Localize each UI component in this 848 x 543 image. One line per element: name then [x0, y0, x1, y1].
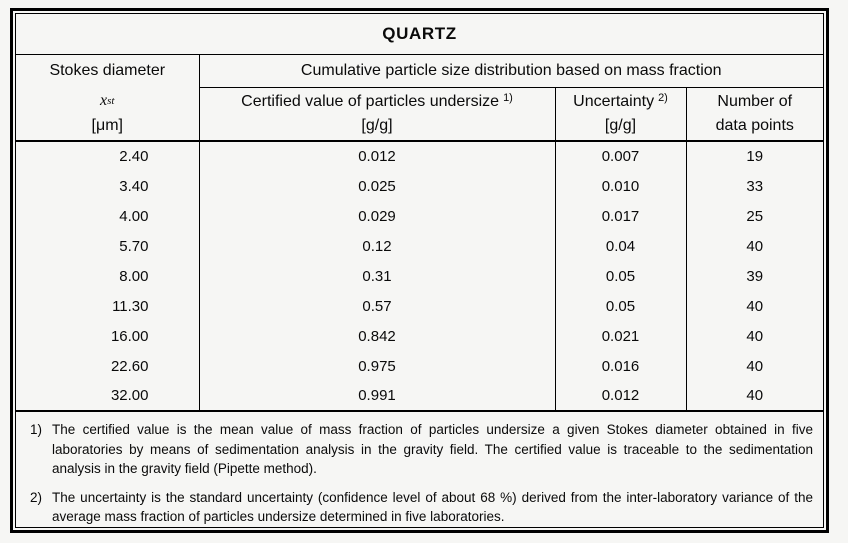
cell-stokes-diameter: 8.00: [16, 261, 200, 291]
cell-stokes-diameter: 32.00: [16, 381, 200, 411]
table-row: 16.00 0.842 0.021 40: [16, 321, 823, 351]
cell-uncertainty: 0.007: [555, 141, 687, 171]
header-row-group: Stokes diameter x st [μm] Cumulative part…: [16, 54, 823, 142]
table-title: QUARTZ: [16, 14, 823, 55]
quartz-data-table: QUARTZ Stokes diameter x st [μm] Cumulati…: [16, 14, 823, 540]
footnotes-row: 1) The certified value is the mean value…: [16, 410, 823, 540]
uncertainty-label: Uncertainty: [573, 92, 655, 110]
cell-data-points: 25: [746, 207, 764, 225]
table-row: 22.60 0.975 0.016 40: [16, 351, 823, 381]
footnote-2-text: The uncertainty is the standard uncertai…: [52, 489, 813, 525]
cell-certified-value: 0.31: [199, 261, 556, 291]
footnote-ref-1: 1): [503, 91, 513, 104]
footnote-1-text: The certified value is the mean value of…: [52, 422, 813, 476]
cell-stokes-diameter: 16.00: [16, 321, 200, 351]
cell-certified-value: 0.029: [199, 201, 556, 231]
footnote-1: 1) The certified value is the mean value…: [22, 420, 813, 479]
table-row: 32.00 0.991 0.012 40: [16, 381, 823, 411]
table-row: 8.00 0.31 0.05 39: [16, 261, 823, 291]
cell-stokes-diameter: 5.70: [16, 231, 200, 261]
cell-uncertainty: 0.017: [555, 201, 687, 231]
table-row: 5.70 0.12 0.04 40: [16, 231, 823, 261]
cell-stokes-diameter: 2.40: [16, 141, 200, 171]
stokes-diameter-unit: [μm]: [91, 116, 123, 134]
cell-certified-value: 0.991: [199, 381, 556, 411]
title-row: QUARTZ: [16, 14, 823, 55]
cell-stokes-diameter: 11.30: [16, 291, 200, 321]
cell-data-points: 40: [746, 387, 764, 404]
cell-certified-value: 0.975: [199, 351, 556, 381]
footnote-ref-2: 2): [658, 91, 668, 104]
cell-stokes-diameter: 3.40: [16, 171, 200, 201]
uncertainty-unit: [g/g]: [604, 116, 637, 134]
cell-uncertainty: 0.010: [555, 171, 687, 201]
certified-value-unit: [g/g]: [361, 116, 393, 134]
footnote-2-marker: 2): [30, 489, 43, 505]
column-header-certified-value: Certified value of particles undersize 1)…: [199, 87, 556, 142]
cell-certified-value: 0.012: [199, 141, 556, 171]
cell-certified-value: 0.842: [199, 321, 556, 351]
data-points-label-line2: data points: [715, 116, 794, 134]
stokes-diameter-symbol: x st: [100, 91, 115, 109]
table-row: 2.40 0.012 0.007 19: [16, 141, 823, 171]
cell-uncertainty: 0.021: [555, 321, 687, 351]
cell-certified-value: 0.12: [199, 231, 556, 261]
cell-uncertainty: 0.05: [555, 261, 687, 291]
cell-certified-value: 0.57: [199, 291, 556, 321]
cell-stokes-diameter: 4.00: [16, 201, 200, 231]
column-header-stokes-diameter: Stokes diameter x st [μm]: [16, 54, 200, 142]
cell-stokes-diameter: 22.60: [16, 351, 200, 381]
table-row: 3.40 0.025 0.010 33: [16, 171, 823, 201]
cell-data-points: 40: [746, 357, 764, 375]
footnote-1-marker: 1): [30, 422, 43, 437]
stokes-diameter-label: Stokes diameter: [49, 62, 166, 79]
cell-uncertainty: 0.012: [555, 381, 687, 411]
cell-data-points: 40: [746, 237, 764, 255]
cell-uncertainty: 0.016: [555, 351, 687, 381]
footnote-2: 2) The uncertainty is the standard uncer…: [22, 488, 813, 527]
footnotes-section: 1) The certified value is the mean value…: [16, 410, 823, 540]
certificate-table-frame: QUARTZ Stokes diameter x st [μm] Cumulati…: [10, 8, 829, 540]
header-row-columns: Certified value of particles undersize 1)…: [16, 87, 823, 142]
symbol-x: x: [100, 91, 108, 109]
cell-data-points: 40: [746, 327, 764, 345]
data-points-label-line1: Number of: [717, 92, 793, 110]
cell-certified-value: 0.025: [199, 171, 556, 201]
cell-data-points: 39: [746, 267, 764, 285]
certified-value-label-line: Certified value of particles undersize 1): [200, 90, 555, 114]
cell-data-points: 33: [746, 177, 764, 195]
cell-data-points: 40: [746, 297, 764, 315]
cell-uncertainty: 0.05: [555, 291, 687, 321]
uncertainty-label-line: Uncertainty 2): [556, 90, 686, 114]
column-group-header: Cumulative particle size distribution ba…: [199, 54, 823, 88]
certified-value-label: Certified value of particles undersize: [241, 92, 500, 110]
cell-uncertainty: 0.04: [555, 231, 687, 261]
column-header-uncertainty: Uncertainty 2) [g/g]: [555, 87, 687, 142]
table-row: 4.00 0.029 0.017 25: [16, 201, 823, 231]
column-header-data-points: Number of data points: [686, 87, 823, 142]
cell-data-points: 19: [746, 148, 764, 165]
table-row: 11.30 0.57 0.05 40: [16, 291, 823, 321]
certificate-table-inner-frame: QUARTZ Stokes diameter x st [μm] Cumulati…: [15, 13, 824, 540]
